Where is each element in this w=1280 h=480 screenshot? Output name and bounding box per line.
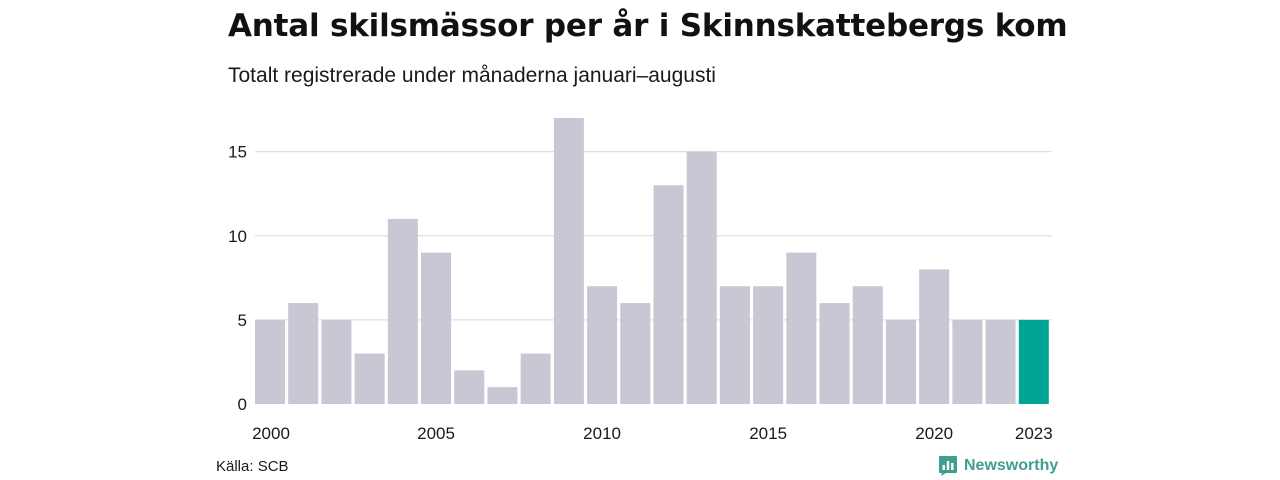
x-tick-label: 2000 [252,424,290,443]
y-tick-label: 15 [228,143,247,162]
bar-2011 [620,303,651,404]
bar-2001 [288,303,319,404]
bar-2015 [753,286,784,404]
bar-2007 [487,387,518,404]
bar-2006 [454,370,485,404]
bar-2018 [852,286,883,404]
y-tick-label: 10 [228,227,247,246]
bar-2020 [919,269,950,404]
source-label: Källa: SCB [216,458,289,475]
chart-title: Antal skilsmässor per år i Skinnskattebe… [228,8,1066,44]
chart-subtitle: Totalt registrerade under månaderna janu… [228,64,716,87]
x-axis-ticks: 2000 2005 2010 2015 2020 2023 [252,424,1053,443]
bars [255,118,1049,404]
x-tick-label: 2015 [749,424,787,443]
bar-2023 [1018,319,1049,404]
bar-2017 [819,303,850,404]
brand-logo: Newsworthy [938,455,1058,477]
bar-2005 [421,252,452,404]
bar-2022 [985,319,1016,404]
bar-2013 [686,151,717,404]
bar-2012 [653,185,684,404]
x-tick-label: 2023 [1015,424,1053,443]
x-tick-label: 2010 [583,424,621,443]
bar-2002 [321,319,352,404]
bar-2021 [952,319,983,404]
bar-2014 [719,286,750,404]
bar-2003 [354,353,385,404]
x-tick-label: 2020 [915,424,953,443]
bar-2004 [387,218,418,404]
bar-2010 [587,286,618,404]
y-axis-ticks: 0 5 10 15 [228,143,247,414]
bar-2008 [520,353,551,404]
x-tick-label: 2005 [417,424,455,443]
brand-name: Newsworthy [964,457,1059,474]
bar-2016 [786,252,817,404]
bar-2009 [553,118,584,404]
y-tick-label: 5 [238,311,247,330]
y-tick-label: 0 [238,395,247,414]
bar-2019 [885,319,916,404]
bar-2000 [255,319,286,404]
newsworthy-logo-icon [939,456,957,476]
